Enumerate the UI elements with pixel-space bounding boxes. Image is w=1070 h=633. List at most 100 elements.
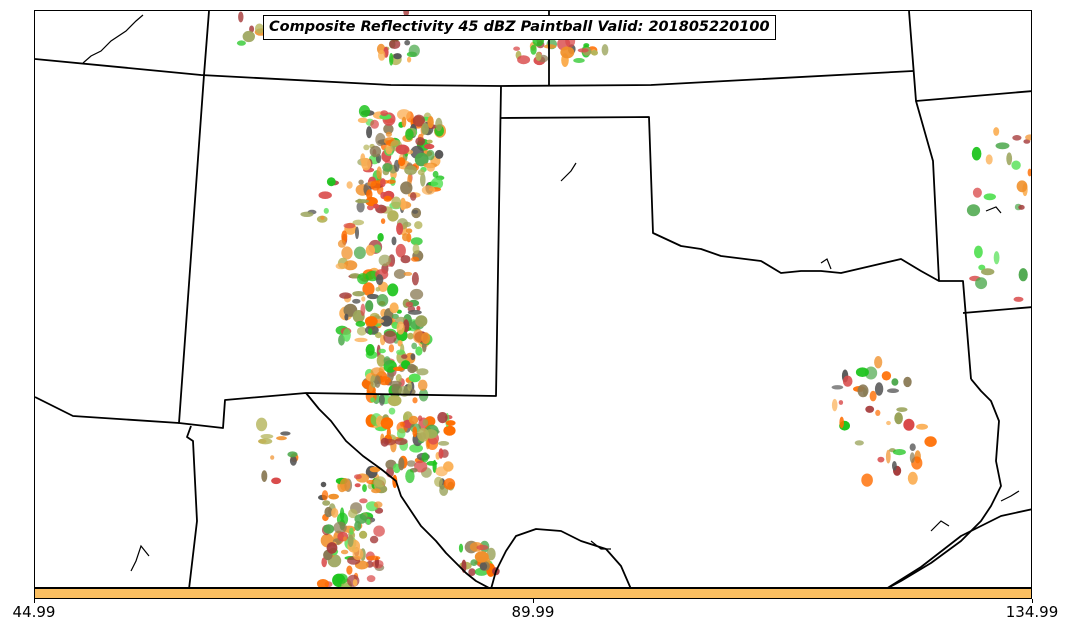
paintball-blob	[238, 11, 244, 23]
paintball-blob	[400, 421, 405, 427]
paintball-blob	[342, 328, 351, 342]
arizona-newmexico-border	[178, 74, 502, 429]
paintball-blob	[383, 123, 394, 135]
paintball-blob	[591, 50, 598, 56]
paintball-blob	[881, 371, 892, 381]
colorbar-tick-mark	[33, 599, 35, 603]
paintball-blob	[1016, 180, 1028, 193]
paintball-blob	[408, 415, 419, 425]
paintball-blob	[321, 490, 329, 501]
paintball-blob	[369, 145, 382, 158]
paintball-blob	[583, 43, 590, 48]
paintball-blob	[370, 119, 379, 129]
paintball-blob	[1025, 134, 1031, 141]
paintball-blob	[324, 506, 333, 518]
paintball-blob	[383, 330, 397, 344]
paintball-blob	[394, 438, 408, 445]
colorado-kansas-border	[35, 58, 914, 87]
paintball-blob	[359, 530, 368, 539]
paintball-blob	[367, 204, 374, 211]
paintball-blob	[337, 239, 346, 248]
paintball-blob	[361, 296, 366, 302]
paintball-blob	[366, 575, 376, 583]
paintball-blob	[365, 344, 375, 356]
paintball-blob	[410, 353, 416, 361]
paintball-blob	[364, 316, 378, 327]
paintball-blob	[396, 349, 406, 355]
paintball-blob	[352, 548, 364, 561]
colorbar-tick-mark	[1031, 599, 1033, 603]
paintball-blob	[371, 488, 381, 494]
paintball-blob	[368, 327, 373, 336]
paintball-blob	[380, 178, 386, 188]
paintball-blob	[378, 394, 385, 406]
paintball-blob	[407, 332, 414, 340]
paintball-blob	[373, 501, 383, 509]
colorbar-tick-label: 89.99	[511, 603, 555, 621]
rio-grande	[305, 392, 490, 587]
paintball-blob	[398, 457, 405, 471]
paintball-blob	[420, 172, 426, 187]
paintball-blob	[417, 379, 428, 391]
paintball-blob	[352, 291, 365, 297]
paintball-blob	[380, 218, 386, 225]
paintball-blob	[256, 417, 268, 432]
paintball-blob	[355, 320, 366, 327]
paintball-blob	[410, 237, 423, 246]
paintball-blob	[258, 438, 273, 445]
paintball-blob	[874, 356, 883, 369]
paintball-blob	[373, 476, 387, 488]
paintball-blob	[422, 419, 429, 426]
paintball-blob	[426, 149, 435, 161]
utah-colorado-border	[203, 11, 210, 76]
paintball-blob	[401, 354, 408, 359]
paintball-blob	[892, 461, 897, 471]
paintball-blob	[358, 179, 364, 185]
paintball-blob	[383, 438, 396, 446]
paintball-blob	[1011, 160, 1021, 170]
paintball-blob	[421, 123, 429, 135]
paintball-blob	[411, 256, 420, 262]
paintball-blob	[270, 455, 275, 460]
paintball-blob	[387, 283, 399, 297]
paintball-blob	[417, 415, 423, 422]
paintball-blob	[412, 426, 418, 438]
paintball-blob	[407, 381, 413, 392]
paintball-blob	[366, 126, 373, 139]
map-canvas	[35, 11, 1031, 587]
paintball-blob	[400, 181, 413, 195]
paintball-blob	[400, 197, 406, 211]
paintball-blob	[458, 543, 464, 553]
paintball-blob	[414, 221, 423, 230]
paintball-blob	[974, 245, 983, 259]
paintball-blob	[417, 169, 425, 176]
paintball-blob	[328, 493, 339, 500]
paintball-blob	[396, 428, 406, 439]
paintball-blob	[468, 568, 476, 576]
paintball-layer	[236, 11, 1031, 587]
paintball-blob	[393, 53, 402, 60]
paintball-blob	[341, 230, 348, 243]
paintball-blob	[354, 520, 362, 532]
paintball-blob	[1006, 152, 1013, 166]
paintball-blob	[360, 303, 366, 316]
paintball-blob	[435, 117, 443, 132]
paintball-blob	[349, 527, 354, 535]
paintball-blob	[981, 268, 995, 276]
paintball-blob	[975, 277, 988, 290]
paintball-blob	[347, 534, 354, 547]
paintball-blob	[339, 507, 345, 521]
paintball-blob	[348, 508, 358, 519]
paintball-blob	[412, 209, 419, 214]
paintball-blob	[408, 373, 421, 383]
paintball-blob	[416, 305, 421, 311]
paintball-blob	[903, 418, 915, 431]
gulf-coast-east	[887, 508, 1031, 587]
paintball-blob	[831, 385, 844, 390]
paintball-blob	[415, 346, 423, 356]
paintball-blob	[887, 388, 899, 394]
paintball-blob	[896, 407, 908, 412]
paintball-blob	[443, 425, 456, 436]
paintball-blob	[427, 116, 434, 129]
paintball-blob	[479, 562, 488, 571]
